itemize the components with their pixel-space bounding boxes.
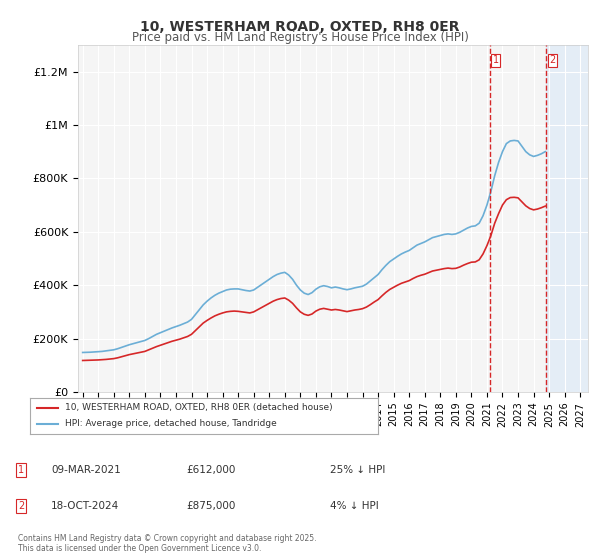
Text: 2: 2 xyxy=(18,501,24,511)
Text: 25% ↓ HPI: 25% ↓ HPI xyxy=(330,465,385,475)
Text: 4% ↓ HPI: 4% ↓ HPI xyxy=(330,501,379,511)
Text: £875,000: £875,000 xyxy=(186,501,235,511)
Text: 10, WESTERHAM ROAD, OXTED, RH8 0ER (detached house): 10, WESTERHAM ROAD, OXTED, RH8 0ER (deta… xyxy=(65,403,332,412)
Text: £612,000: £612,000 xyxy=(186,465,235,475)
Text: 2: 2 xyxy=(549,55,555,65)
Text: Price paid vs. HM Land Registry's House Price Index (HPI): Price paid vs. HM Land Registry's House … xyxy=(131,31,469,44)
Text: 09-MAR-2021: 09-MAR-2021 xyxy=(51,465,121,475)
Text: HPI: Average price, detached house, Tandridge: HPI: Average price, detached house, Tand… xyxy=(65,419,277,428)
Text: 1: 1 xyxy=(18,465,24,475)
Text: 10, WESTERHAM ROAD, OXTED, RH8 0ER: 10, WESTERHAM ROAD, OXTED, RH8 0ER xyxy=(140,20,460,34)
Text: 1: 1 xyxy=(493,55,499,65)
Bar xyxy=(546,45,588,392)
Text: 18-OCT-2024: 18-OCT-2024 xyxy=(51,501,119,511)
Text: Contains HM Land Registry data © Crown copyright and database right 2025.
This d: Contains HM Land Registry data © Crown c… xyxy=(18,534,317,553)
